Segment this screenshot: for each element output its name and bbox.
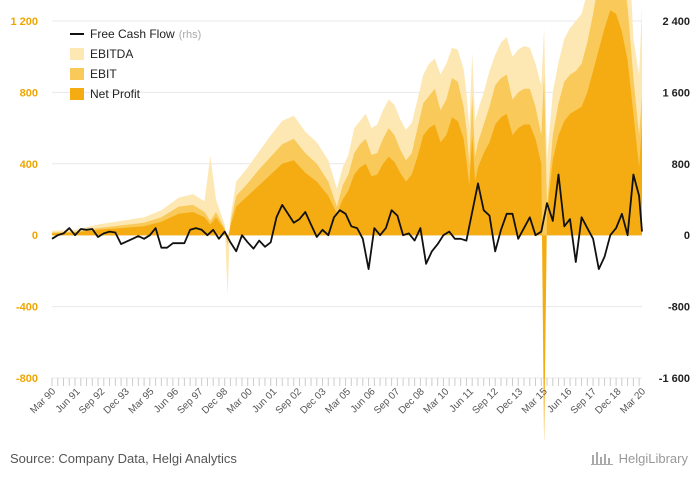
logo-text: HelgiLibrary — [618, 451, 688, 466]
x-tick-label: Mar 05 — [323, 386, 353, 416]
x-tick-label: Sep 92 — [77, 386, 107, 416]
chart: 1 200 800 400 0 -400 -800 2 400 1 600 800 0 -800 -… — [10, 0, 690, 440]
x-tick-label: Mar 10 — [422, 386, 452, 416]
x-tick-label: Sep 02 — [274, 386, 304, 416]
left-tick-label: 400 — [20, 159, 38, 171]
left-tick-label: 1 200 — [10, 16, 38, 28]
library-icon — [590, 452, 613, 465]
legend-swatch-ebit — [70, 68, 84, 80]
x-tick-label: Mar 15 — [520, 386, 550, 416]
area-net-profit — [52, 10, 642, 440]
left-tick-label: -800 — [16, 373, 38, 385]
x-tick-label: Mar 00 — [225, 386, 255, 416]
legend-label-ebit: EBIT — [90, 67, 117, 81]
x-tick-label: Sep 07 — [372, 386, 402, 416]
line-free-cash-flow — [51, 173, 643, 270]
x-tick-label: Dec 18 — [593, 386, 623, 416]
right-tick-label: 1 600 — [662, 87, 690, 99]
legend: Free Cash Flow (rhs) EBITDA EBIT Net Profit — [70, 27, 201, 101]
source-note: Source: Company Data, Helgi Analytics — [10, 451, 237, 466]
left-tick-label: 0 — [32, 230, 38, 242]
left-tick-label: 800 — [20, 87, 38, 99]
legend-swatch-net-profit — [70, 88, 84, 100]
x-tick-label: Sep 12 — [470, 386, 500, 416]
x-tick-label: Dec 03 — [298, 386, 328, 416]
legend-label-net-profit: Net Profit — [90, 87, 141, 101]
right-tick-label: 0 — [684, 230, 690, 242]
left-axis-ticks: 1 200 800 400 0 -400 -800 — [10, 16, 38, 385]
left-tick-label: -400 — [16, 302, 38, 314]
area-path-net-profit — [52, 10, 642, 440]
x-tick-label: Dec 08 — [397, 386, 427, 416]
right-tick-label: 800 — [672, 159, 690, 171]
fcf-line-path — [51, 173, 643, 270]
legend-note-rhs: (rhs) — [179, 29, 202, 41]
x-tick-label: Sep 97 — [175, 386, 205, 416]
x-tick-label: Dec 98 — [200, 386, 230, 416]
right-tick-label: 2 400 — [662, 16, 690, 28]
right-tick-label: -800 — [668, 302, 690, 314]
x-tick-label: Mar 90 — [28, 386, 58, 416]
legend-label-ebitda: EBITDA — [90, 47, 133, 61]
right-tick-label: -1 600 — [659, 373, 690, 385]
legend-label-fcf: Free Cash Flow (rhs) — [90, 27, 201, 41]
legend-swatch-ebitda — [70, 48, 84, 60]
x-tick-label: Dec 13 — [495, 386, 525, 416]
x-tick-label: Sep 17 — [569, 386, 599, 416]
x-tick-label: Dec 93 — [102, 386, 132, 416]
x-tick-label: Mar 20 — [618, 386, 648, 416]
helgi-library-logo: HelgiLibrary — [590, 451, 688, 466]
right-axis-ticks: 2 400 1 600 800 0 -800 -1 600 — [659, 16, 690, 385]
x-tick-label: Mar 95 — [127, 386, 157, 416]
